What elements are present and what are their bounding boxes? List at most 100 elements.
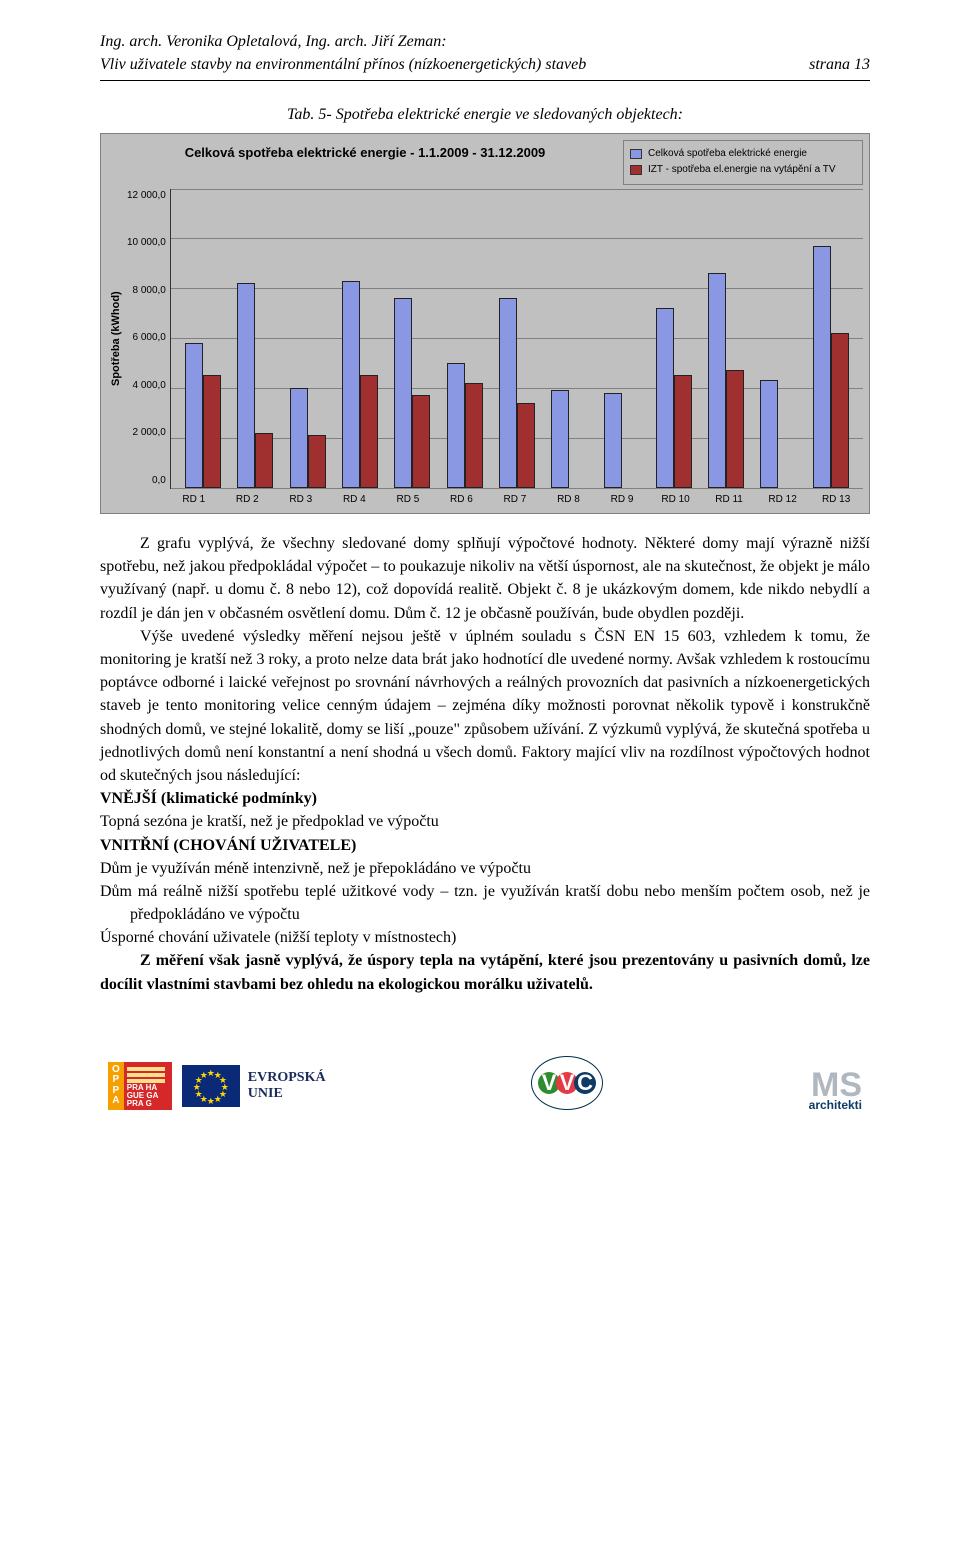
x-tick-label: RD 13 [809, 493, 863, 508]
y-tick-label: 0,0 [152, 474, 166, 489]
y-tick-label: 4 000,0 [133, 379, 166, 394]
bar-heating [465, 383, 483, 488]
bar-total [185, 343, 203, 488]
x-tick-label: RD 2 [221, 493, 275, 508]
bar-total [813, 246, 831, 488]
header-title: Vliv uživatele stavby na environmentální… [100, 53, 586, 76]
bar-group [386, 189, 438, 488]
y-tick-label: 6 000,0 [133, 331, 166, 346]
legend-item: IZT - spotřeba el.energie na vytápění a … [630, 163, 856, 178]
legend-label: Celková spotřeba elektrické energie [648, 147, 807, 162]
chart-frame: Celková spotřeba elektrické energie - 1.… [100, 133, 870, 515]
y-tick-label: 8 000,0 [133, 284, 166, 299]
oppa-logo-icon: O P P A PRA HA GUE GA PRA G [108, 1062, 172, 1110]
bar-total [551, 390, 569, 487]
legend-swatch-heating-icon [630, 165, 642, 175]
bar-total [604, 393, 622, 488]
oppa-letter: A [112, 1096, 119, 1107]
bar-group [229, 189, 281, 488]
plot-area [170, 189, 863, 489]
bar-group [595, 189, 647, 488]
outer-line: Topná sezóna je kratší, než je předpokla… [100, 810, 870, 833]
x-tick-label: RD 10 [649, 493, 703, 508]
vvc-letter-icon: C [574, 1072, 596, 1094]
x-tick-label: RD 11 [702, 493, 756, 508]
inner-line-1: Dům je využíván méně intenzivně, než je … [100, 857, 870, 880]
bar-heating [517, 403, 535, 488]
bar-total [447, 363, 465, 488]
eu-logo-icon: ★★★★★★★★★★★★ EVROPSKÁ UNIE [182, 1065, 326, 1107]
bar-total [656, 308, 674, 487]
bar-group [491, 189, 543, 488]
bar-total [760, 380, 778, 487]
x-tick-label: RD 8 [542, 493, 596, 508]
x-tick-label: RD 3 [274, 493, 328, 508]
y-ticks: 12 000,0 10 000,0 8 000,0 6 000,0 4 000,0 2 0… [127, 189, 170, 489]
bar-total [342, 281, 360, 488]
page-header: Ing. arch. Veronika Opletalová, Ing. arc… [100, 30, 870, 81]
bar-group [700, 189, 752, 488]
section-outer-heading: VNĚJŠÍ (klimatické podmínky) [100, 787, 870, 810]
header-page: strana 13 [809, 53, 870, 76]
bar-group [438, 189, 490, 488]
conclusion-paragraph: Z měření však jasně vyplývá, že úspory t… [100, 949, 870, 995]
x-tick-label: RD 5 [381, 493, 435, 508]
x-tick-label: RD 6 [435, 493, 489, 508]
bar-heating [360, 375, 378, 487]
x-tick-label: RD 12 [756, 493, 810, 508]
footer-left-group: O P P A PRA HA GUE GA PRA G ★★★★★★★★★★★★ [108, 1062, 326, 1110]
eu-star-icon: ★ [214, 1093, 222, 1106]
chart-legend: Celková spotřeba elektrické energie IZT … [623, 140, 863, 185]
bar-group [752, 189, 804, 488]
bar-heating [674, 375, 692, 487]
bar-total [394, 298, 412, 487]
paragraph-1: Z grafu vyplývá, že všechny sledované do… [100, 532, 870, 625]
ms-architekti-logo-icon: MS architekti [809, 1071, 862, 1110]
bar-heating [255, 433, 273, 488]
paragraph-2: Výše uvedené výsledky měření nejsou ješt… [100, 625, 870, 787]
table-caption: Tab. 5- Spotřeba elektrické energie ve s… [100, 103, 870, 126]
x-axis-labels: RD 1RD 2RD 3RD 4RD 5RD 6RD 7RD 8RD 9RD 1… [107, 493, 863, 508]
bar-group [648, 189, 700, 488]
praha-logo-icon: PRA HA GUE GA PRA G [124, 1062, 172, 1110]
bar-group [177, 189, 229, 488]
eu-star-icon: ★ [207, 1095, 215, 1108]
y-tick-label: 2 000,0 [133, 426, 166, 441]
bar-total [708, 273, 726, 487]
legend-label: IZT - spotřeba el.energie na vytápění a … [648, 163, 836, 178]
bar-group [543, 189, 595, 488]
x-tick-label: RD 7 [488, 493, 542, 508]
footer-logos: O P P A PRA HA GUE GA PRA G ★★★★★★★★★★★★ [100, 1056, 870, 1110]
body-text: Z grafu vyplývá, že všechny sledované do… [100, 532, 870, 996]
ms-sub: architekti [809, 1100, 862, 1110]
praha-text: PRA G [127, 1100, 159, 1108]
bar-group [805, 189, 857, 488]
eu-star-icon: ★ [200, 1069, 208, 1082]
eu-text-line: EVROPSKÁ [248, 1070, 326, 1085]
bar-total [290, 388, 308, 488]
legend-item: Celková spotřeba elektrické energie [630, 147, 856, 162]
section-inner-heading: VNITŘNÍ (CHOVÁNÍ UŽIVATELE) [100, 834, 870, 857]
bar-group [334, 189, 386, 488]
chart-body: Spotřeba (kWhod) 12 000,0 10 000,0 8 000,0… [107, 189, 863, 489]
y-axis-title: Spotřeba (kWhod) [107, 189, 127, 489]
bar-total [499, 298, 517, 487]
legend-swatch-total-icon [630, 149, 642, 159]
bar-heating [412, 395, 430, 487]
bar-heating [308, 435, 326, 487]
x-tick-label: RD 9 [595, 493, 649, 508]
eu-text-line: UNIE [248, 1086, 326, 1101]
bar-total [237, 283, 255, 487]
chart-title: Celková spotřeba elektrické energie - 1.… [107, 140, 623, 167]
bar-heating [726, 370, 744, 487]
x-tick-label: RD 1 [167, 493, 221, 508]
vvc-logo-icon: VVC [531, 1056, 603, 1110]
inner-line-3: Úsporné chování uživatele (nižší teploty… [100, 926, 870, 949]
bar-heating [203, 375, 221, 487]
x-tick-label: RD 4 [328, 493, 382, 508]
y-tick-label: 10 000,0 [127, 236, 166, 251]
y-tick-label: 12 000,0 [127, 189, 166, 204]
bar-group [282, 189, 334, 488]
header-authors: Ing. arch. Veronika Opletalová, Ing. arc… [100, 30, 870, 53]
inner-line-2: Dům má reálně nižší spotřebu teplé užitk… [100, 880, 870, 926]
